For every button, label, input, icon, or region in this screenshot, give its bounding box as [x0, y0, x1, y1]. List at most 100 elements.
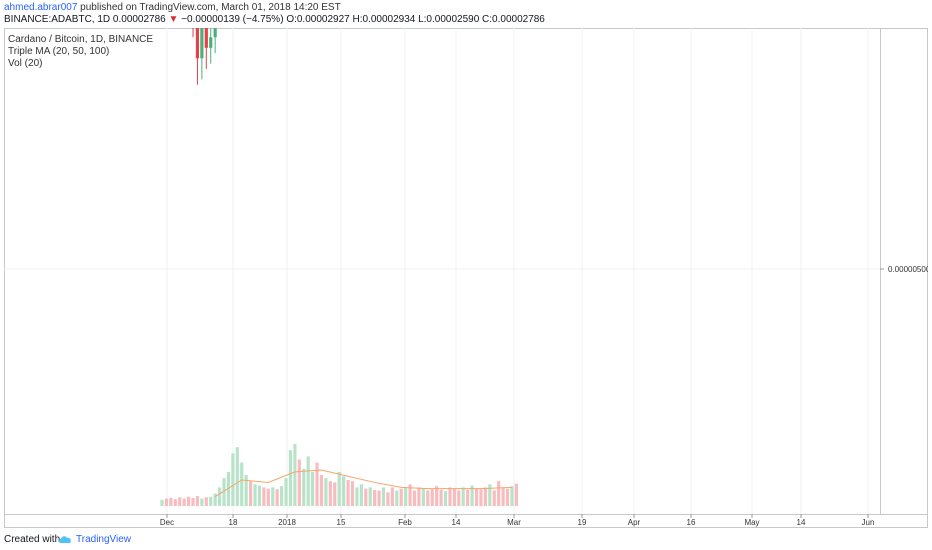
- volume-bar: [430, 489, 434, 506]
- volume-bar: [204, 497, 208, 506]
- volume-bar: [426, 490, 430, 506]
- volume-bar: [209, 496, 213, 506]
- volume-bar: [160, 499, 164, 506]
- volume-bar: [169, 497, 173, 506]
- volume-bar: [497, 481, 501, 506]
- volume-bar: [488, 484, 492, 506]
- volume-bar: [311, 471, 315, 506]
- volume-bar: [288, 450, 293, 506]
- author-link[interactable]: ahmed.abrar007: [4, 2, 78, 13]
- volume-bar: [408, 484, 412, 506]
- volume-ma: [214, 469, 512, 498]
- symbol-info: BINANCE:ADABTC, 1D 0.00002786 ▼ −0.00000…: [4, 14, 545, 26]
- x-tick-label: 16: [687, 518, 696, 527]
- volume-bar: [514, 483, 518, 506]
- volume-bar: [253, 484, 257, 506]
- x-tick-label: 18: [229, 518, 238, 527]
- volume-bar: [257, 485, 262, 506]
- volume-bar: [333, 482, 337, 506]
- volume-bar: [381, 487, 386, 506]
- volume-bar: [213, 493, 217, 506]
- volume-bar: [226, 471, 231, 506]
- volume-bar: [390, 487, 394, 506]
- volume-bar: [417, 487, 421, 506]
- tradingview-brand-link[interactable]: TradingView: [76, 534, 132, 545]
- y-tick-label: 0.00000500: [888, 265, 928, 274]
- volume-bar: [399, 488, 403, 506]
- chart-border: [4, 28, 928, 528]
- volume-bar: [474, 488, 479, 506]
- volume-bar: [217, 487, 222, 506]
- volume-bar: [266, 488, 270, 506]
- volume-bar: [346, 479, 350, 506]
- volume-bar: [337, 471, 341, 506]
- publish-info: ahmed.abrar007 published on TradingView.…: [4, 2, 341, 14]
- volume-bar: [200, 498, 204, 506]
- grid: [4, 5, 880, 514]
- x-tick-label: 15: [337, 518, 346, 527]
- volume-bar: [315, 462, 319, 506]
- volume-bar: [164, 498, 169, 506]
- volume-bar: [275, 489, 279, 506]
- volume-bar: [178, 497, 182, 506]
- volume-bar: [443, 491, 448, 506]
- volume-bar: [182, 498, 186, 506]
- volume-bar: [364, 488, 368, 506]
- volume-bar: [386, 492, 390, 506]
- volume-bar: [324, 478, 328, 506]
- volume-bar: [186, 496, 191, 506]
- time-axis: Dec 18 2018 15 Feb 14 Mar 19 Apr 16 May 14 Jun: [160, 514, 874, 527]
- volume-bar: [439, 489, 443, 506]
- volume-bar: [306, 456, 310, 506]
- volume-bar: [350, 481, 355, 506]
- published-text: published on TradingView.com, March 01, …: [80, 2, 341, 13]
- change-text: −0.00000139 (−4.75%): [181, 14, 284, 25]
- volume-bar: [359, 484, 363, 506]
- volume-bar: [470, 485, 474, 506]
- volume-bar: [395, 490, 399, 506]
- volume-bar: [342, 476, 346, 506]
- volume-bar: [244, 475, 248, 506]
- legend-ma[interactable]: Triple MA (20, 50, 100): [8, 46, 109, 57]
- volume-bar: [262, 487, 266, 506]
- volume-bar: [368, 487, 372, 506]
- price-chart[interactable]: 0.000050100.000030540.000025280.00002786…: [4, 0, 931, 528]
- volume-bar: [280, 486, 284, 506]
- x-tick-label: 19: [578, 518, 587, 527]
- volume-bar: [195, 496, 200, 506]
- tradingview-logo-icon: [58, 536, 71, 543]
- volume-bar: [222, 478, 226, 506]
- chart-area[interactable]: 0.000050100.000030540.000025280.00002786…: [4, 0, 931, 528]
- volume-bar: [293, 444, 297, 506]
- x-tick-label: Apr: [628, 518, 641, 527]
- x-tick-label: 14: [452, 518, 461, 527]
- candle-body: [204, 26, 208, 48]
- volume-bar: [284, 478, 288, 506]
- volume-bar: [271, 487, 275, 506]
- volume-bar: [173, 499, 177, 506]
- volume-bar: [483, 487, 487, 506]
- volume-bar: [240, 462, 244, 506]
- legend-vol[interactable]: Vol (20): [8, 58, 42, 69]
- volume-bar: [404, 487, 408, 506]
- x-tick-label: 14: [797, 518, 806, 527]
- volume-bar: [319, 475, 324, 506]
- volume-bar: [501, 487, 505, 506]
- footer: Created with TradingView: [0, 530, 932, 550]
- candle-body: [213, 5, 217, 38]
- volume-bar: [448, 487, 452, 506]
- x-tick-label: 2018: [278, 518, 296, 527]
- candle-body: [195, 16, 200, 59]
- chart-legend: Cardano / Bitcoin, 1D, BINANCE Triple MA…: [8, 34, 153, 69]
- volume-bar: [466, 489, 470, 506]
- candle-body: [209, 37, 213, 48]
- volume-bar: [412, 490, 417, 506]
- volume-bar: [297, 459, 301, 506]
- volume-bar: [421, 488, 425, 506]
- volume-bar: [377, 490, 381, 506]
- ohlc-text: O:0.00002927 H:0.00002934 L:0.00002590 C…: [286, 14, 545, 25]
- volume-bar: [328, 481, 332, 506]
- x-tick-label: May: [744, 518, 759, 527]
- volume-bar: [235, 447, 239, 506]
- volume-bar: [249, 481, 253, 506]
